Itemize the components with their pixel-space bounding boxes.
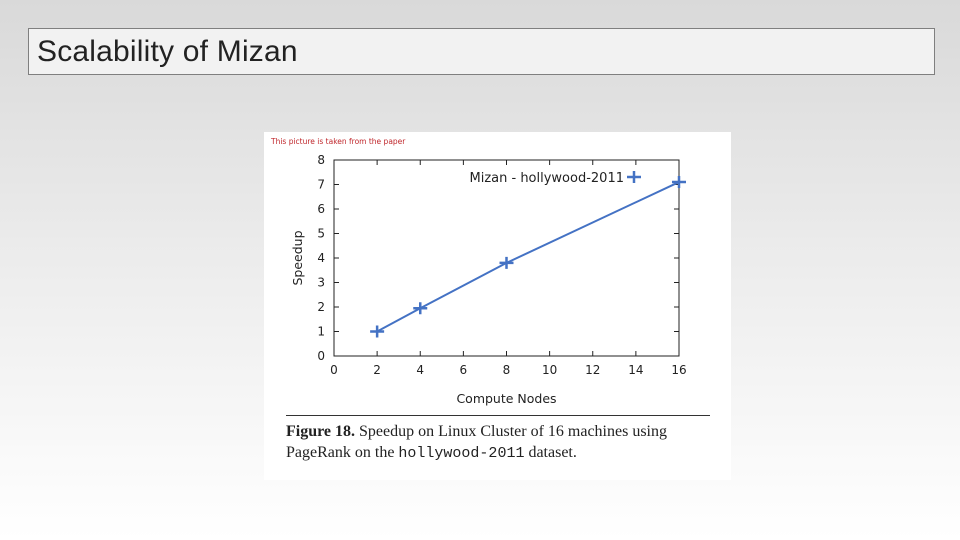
legend-marker (627, 171, 641, 183)
y-tick-label: 2 (317, 300, 325, 314)
figure-panel: This picture is taken from the paper 0 2 4… (264, 132, 731, 480)
legend-label: Mizan - hollywood-2011 (470, 171, 625, 186)
y-tick-label: 1 (317, 325, 325, 339)
y-tick-label: 4 (317, 251, 325, 265)
figure-caption: Figure 18. Speedup on Linux Cluster of 1… (286, 421, 726, 464)
x-tick-label: 16 (671, 363, 686, 377)
x-tick-label: 12 (585, 363, 600, 377)
slide-title: Scalability of Mizan (37, 35, 298, 68)
caption-dataset: hollywood-2011 (398, 445, 525, 462)
y-tick-label: 3 (317, 276, 325, 290)
x-tick-label: 14 (628, 363, 643, 377)
series-line (376, 181, 680, 333)
data-point-marker (413, 302, 428, 315)
x-tick-label: 8 (503, 363, 511, 377)
x-tick-label: 0 (330, 363, 338, 377)
caption-rule (286, 415, 710, 416)
y-tick-label: 7 (317, 178, 325, 192)
source-note: This picture is taken from the paper (271, 137, 406, 146)
y-tick-label: 0 (317, 349, 325, 363)
data-point-marker (370, 325, 385, 338)
x-axis-label: Compute Nodes (456, 391, 556, 406)
x-tick-label: 6 (460, 363, 468, 377)
caption-label: Figure 18. (286, 423, 356, 440)
x-tick-label: 4 (416, 363, 424, 377)
data-point-marker (672, 176, 686, 189)
y-axis-label: Speedup (290, 230, 305, 285)
x-tick-label: 2 (373, 363, 381, 377)
y-tick-label: 8 (317, 153, 325, 167)
x-tick-label: 10 (542, 363, 557, 377)
caption-text-1: Speedup on Linux Cluster of 16 machines … (286, 423, 667, 461)
y-tick-label: 5 (317, 227, 325, 241)
y-tick-label: 6 (317, 202, 325, 216)
slide-title-box: Scalability of Mizan (28, 28, 935, 75)
data-point-marker (499, 256, 514, 269)
caption-text-2: dataset. (524, 444, 577, 461)
